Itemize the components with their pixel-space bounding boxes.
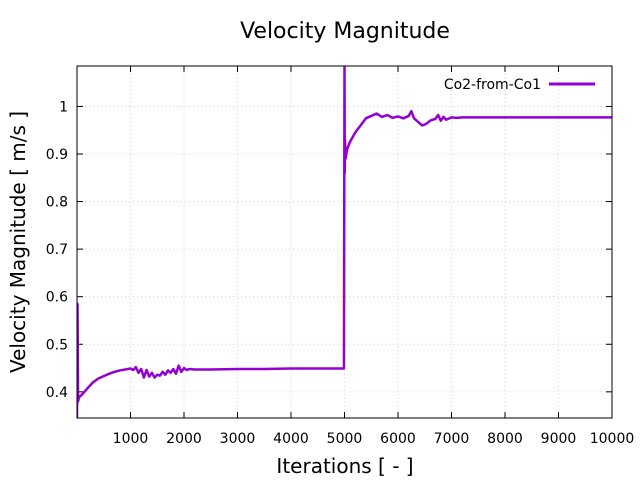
x-tick-label: 3000 bbox=[220, 431, 256, 447]
legend: Co2-from-Co1 bbox=[444, 77, 595, 93]
series-line-0 bbox=[77, 66, 612, 418]
y-tick-label: 0.5 bbox=[46, 337, 68, 353]
chart-title: Velocity Magnitude bbox=[240, 19, 450, 44]
y-tick-label: 0.4 bbox=[46, 385, 68, 401]
plot-frame bbox=[76, 65, 613, 419]
x-tick-label: 7000 bbox=[434, 431, 470, 447]
x-tick-label: 2000 bbox=[166, 431, 202, 447]
x-tick-label: 6000 bbox=[380, 431, 416, 447]
x-tick-label: 1000 bbox=[113, 431, 149, 447]
y-tick-label: 0.8 bbox=[46, 195, 68, 211]
x-axis-title: Iterations [ - ] bbox=[276, 454, 413, 478]
x-tick-label: 4000 bbox=[273, 431, 309, 447]
axis-tick-labels: 1000 2000 3000 4000 5000 6000 7000 8000 9000 1000… bbox=[46, 99, 635, 447]
legend-label: Co2-from-Co1 bbox=[444, 77, 541, 93]
x-tick-label: 10000 bbox=[590, 431, 635, 447]
y-tick-label: 0.7 bbox=[46, 242, 68, 258]
x-tick-label: 5000 bbox=[327, 431, 363, 447]
y-axis-title: Velocity Magnitude [ m/s ] bbox=[6, 111, 30, 373]
x-tick-label: 8000 bbox=[487, 431, 523, 447]
x-tick-label: 9000 bbox=[541, 431, 577, 447]
y-tick-label: 0.6 bbox=[46, 290, 68, 306]
y-tick-label: 1 bbox=[59, 99, 68, 115]
y-tick-label: 0.9 bbox=[46, 147, 68, 163]
series-layer bbox=[77, 66, 612, 418]
